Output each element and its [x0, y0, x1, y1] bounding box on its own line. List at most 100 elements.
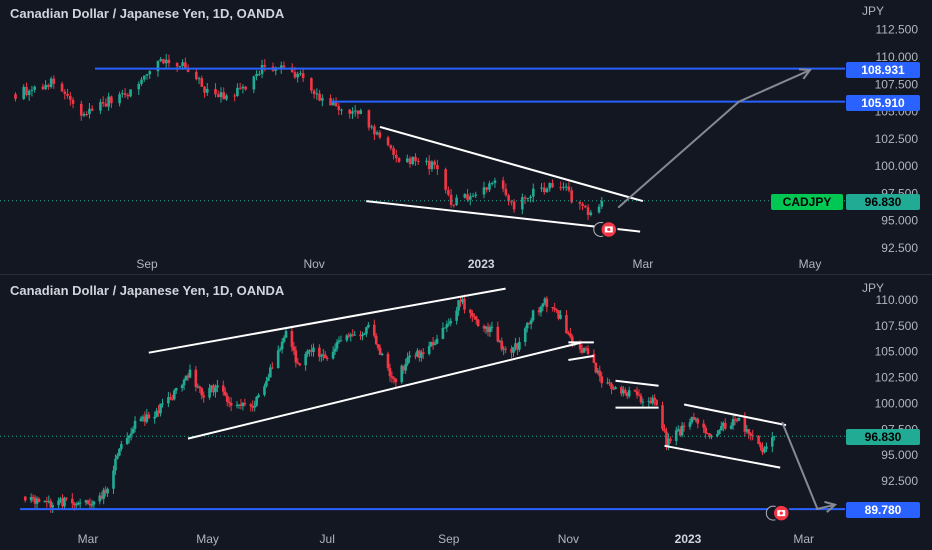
candle-body	[414, 355, 417, 357]
candle-body	[551, 306, 555, 309]
candle-body	[627, 390, 631, 397]
candle	[427, 341, 431, 356]
y-tick-label: 102.500	[875, 371, 919, 385]
candle	[431, 337, 435, 350]
candle-body	[418, 350, 421, 358]
candle	[625, 391, 629, 400]
candle-body	[749, 433, 753, 436]
candle	[71, 97, 75, 109]
candle-body	[347, 335, 351, 337]
candle-body	[49, 500, 53, 508]
candle	[276, 345, 280, 369]
candle	[761, 442, 764, 456]
candle	[578, 200, 582, 210]
candle-body	[118, 448, 121, 456]
candle	[331, 346, 335, 360]
chart-pane-top[interactable]: 112.500 110.000 107.500 105.000 102.500 100.0…	[0, 0, 932, 275]
candle	[49, 76, 53, 89]
candle-body	[373, 126, 376, 135]
candle	[63, 496, 66, 509]
candle	[620, 385, 623, 397]
candle-body	[100, 495, 104, 499]
candle	[501, 176, 505, 193]
candle	[267, 373, 270, 382]
candlestick-chart-bottom[interactable]: 110.000107.500105.000102.500100.00097.50…	[0, 275, 932, 550]
candle-body	[184, 62, 187, 69]
candle	[402, 365, 405, 374]
candle-body	[47, 500, 51, 503]
candle	[92, 500, 96, 509]
candle-body	[184, 375, 188, 380]
candle	[208, 383, 211, 400]
candle-body	[567, 333, 570, 335]
candle-body	[737, 417, 741, 421]
candle-body	[203, 86, 206, 93]
candle-body	[14, 94, 17, 99]
candle-body	[280, 341, 284, 350]
candle-body	[306, 350, 309, 355]
candle-body	[545, 298, 549, 307]
candle-body	[400, 365, 404, 383]
candle-body	[353, 334, 356, 336]
candle	[514, 337, 517, 351]
candle-body	[125, 438, 129, 445]
candle	[129, 427, 133, 441]
candle	[694, 417, 698, 423]
candle-body	[71, 498, 74, 504]
candle	[635, 386, 639, 399]
candle-body	[359, 334, 362, 337]
candle-body	[255, 396, 258, 406]
candle-body	[394, 378, 398, 383]
candle-body	[600, 200, 604, 207]
candle	[447, 186, 450, 197]
candle-body	[162, 59, 165, 64]
candle-body	[565, 315, 568, 334]
candle-body	[31, 496, 35, 498]
candle	[589, 209, 593, 217]
trendline-channel-bottom	[187, 341, 583, 440]
candle-body	[323, 354, 327, 359]
candle	[704, 425, 707, 439]
chart-pane-bottom[interactable]: 110.000107.500105.000102.500100.00097.50…	[0, 275, 932, 550]
candle-body	[79, 103, 83, 116]
candle-body	[523, 197, 527, 199]
candle-body	[23, 496, 27, 501]
candle-body	[161, 403, 164, 405]
candle	[663, 424, 666, 433]
candle	[443, 327, 447, 329]
y-tick-label: 107.500	[875, 319, 919, 333]
candle-body	[710, 436, 713, 438]
candle-body	[241, 402, 245, 406]
candle-body	[718, 430, 721, 434]
candle-body	[90, 108, 94, 111]
currency-unit-label: JPY	[861, 281, 884, 295]
candle	[680, 422, 684, 438]
candle-body	[431, 341, 435, 345]
candle-body	[584, 205, 587, 208]
candle-body	[557, 310, 560, 319]
currency-unit-label: JPY	[861, 4, 884, 18]
x-tick-label: Mar	[793, 532, 814, 546]
candle-body	[614, 387, 617, 390]
candle-body	[159, 59, 162, 62]
candle-body	[349, 334, 353, 337]
candle-body	[318, 93, 321, 101]
candle	[340, 108, 343, 115]
candle	[621, 386, 625, 397]
candle	[569, 327, 572, 339]
candle-body	[225, 95, 228, 100]
candle-body	[237, 404, 241, 406]
candle-body	[581, 203, 584, 206]
candle-body	[131, 428, 135, 434]
candle-body	[244, 86, 247, 90]
candle	[43, 500, 47, 503]
candle	[710, 434, 713, 440]
candle	[312, 343, 315, 357]
candle-body	[200, 388, 204, 396]
candle-body	[427, 160, 431, 170]
candle	[374, 333, 378, 346]
candlestick-chart-top[interactable]: 112.500110.000107.500105.000102.500100.0…	[0, 0, 932, 274]
candle	[167, 54, 171, 68]
candle	[214, 384, 217, 398]
candle	[184, 375, 188, 381]
